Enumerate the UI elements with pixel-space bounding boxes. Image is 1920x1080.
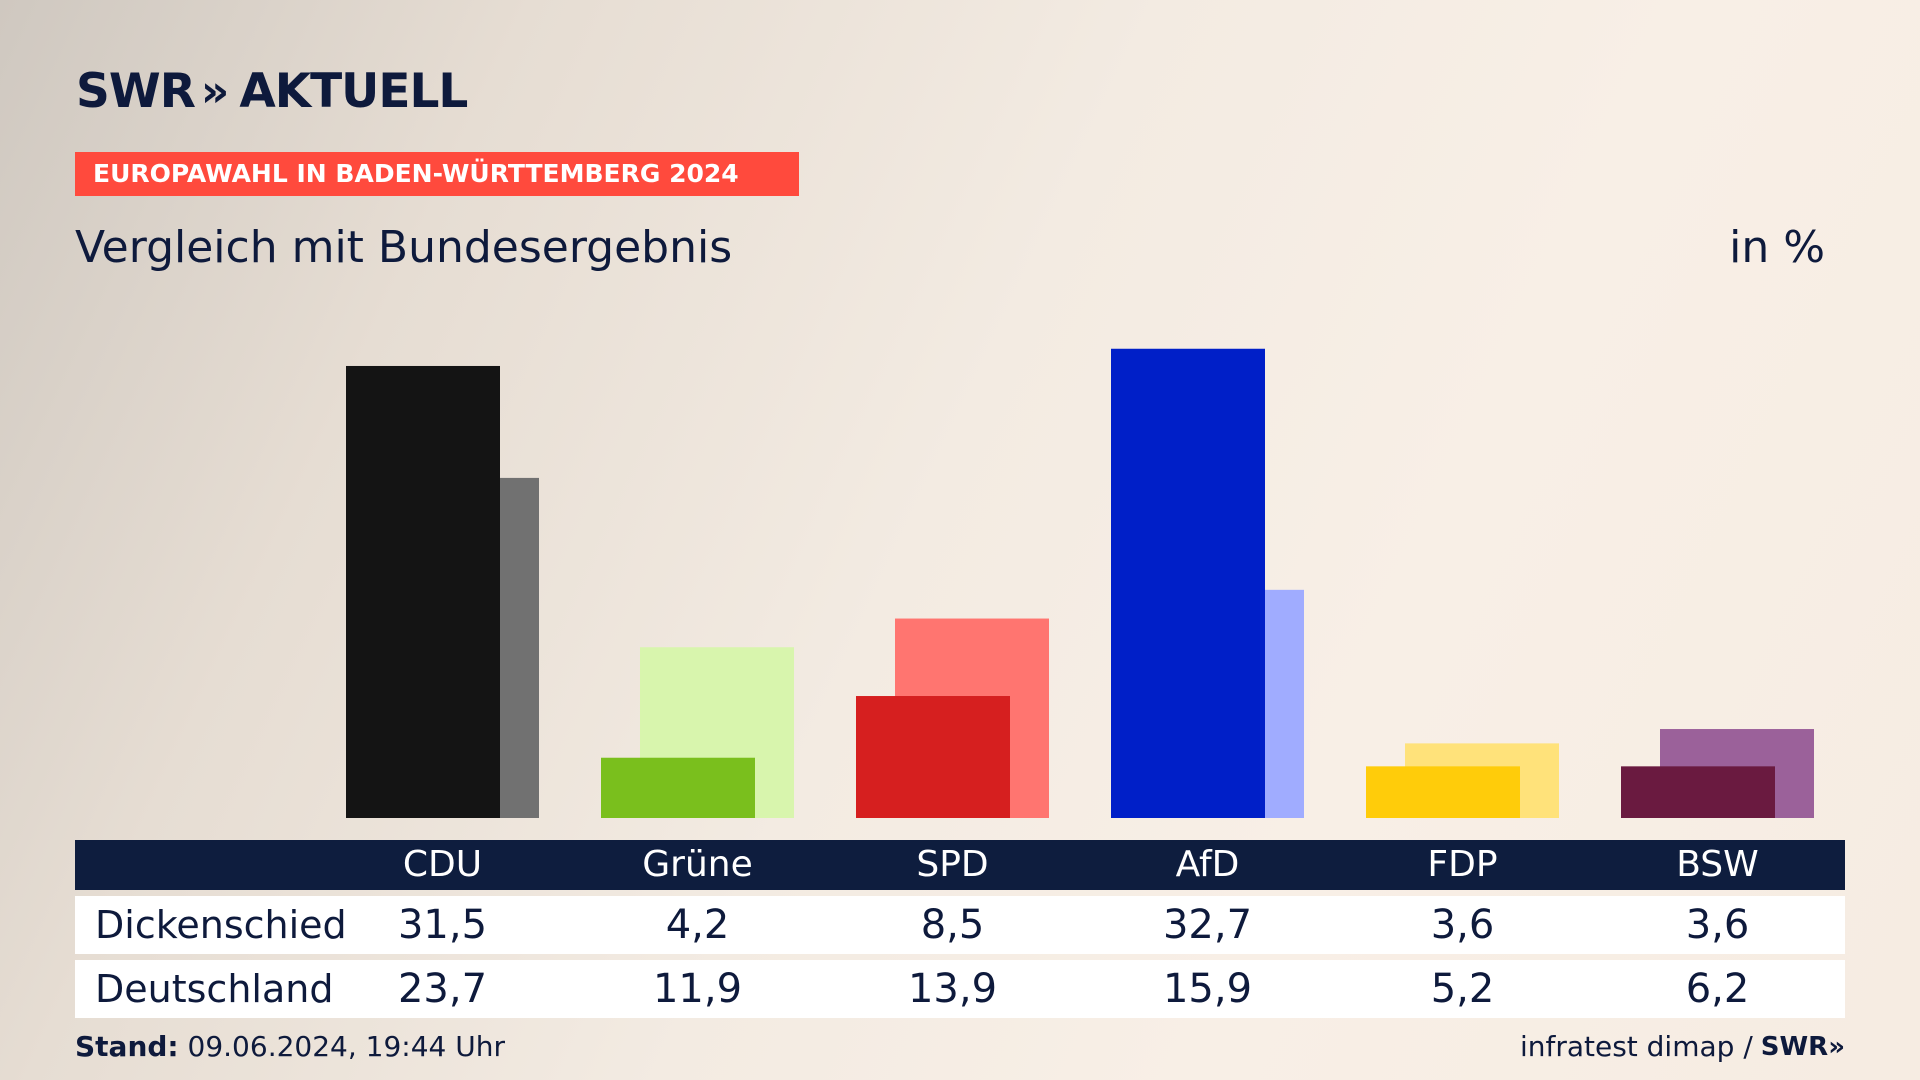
value-cell: 3,6	[1430, 902, 1495, 948]
value-cell: 31,5	[397, 902, 488, 948]
row-label: Deutschland	[95, 967, 334, 1011]
value-cell: 6,2	[1685, 966, 1750, 1012]
party-header: Grüne	[642, 844, 753, 885]
stand-value: 09.06.2024, 19:44 Uhr	[187, 1030, 505, 1063]
source-credit: infratest dimap / SWR»	[1520, 1030, 1845, 1063]
swr-aktuell-logo: SWR » AKTUELL	[76, 64, 468, 119]
bar-dickenschied-4	[1366, 766, 1520, 818]
bar-dickenschied-2	[856, 696, 1010, 818]
value-cell: 11,9	[652, 966, 743, 1012]
party-header: FDP	[1427, 844, 1498, 885]
value-cell: 8,5	[920, 902, 985, 948]
row-label: Dickenschied	[95, 903, 347, 947]
bar-dickenschied-0	[346, 365, 500, 818]
party-header: SPD	[916, 844, 989, 885]
value-cell: 3,6	[1685, 902, 1750, 948]
party-header: BSW	[1676, 844, 1759, 885]
value-cell: 4,2	[665, 902, 730, 948]
election-banner: EUROPAWAHL IN BADEN-WÜRTTEMBERG 2024	[75, 152, 799, 196]
value-cell: 23,7	[397, 966, 488, 1012]
bar-chart	[346, 348, 1814, 818]
value-cell: 32,7	[1162, 902, 1253, 948]
results-table: CDU Grüne SPD AfD FDP BSW Dickenschied 31,5 4,…	[75, 840, 1845, 1018]
unit-label: in %	[1729, 222, 1825, 273]
value-cell: 5,2	[1430, 966, 1495, 1012]
table-row: Deutschland 23,7 11,9 13,9 15,9 5,2 6,2	[75, 960, 1845, 1018]
stand-label: Stand:	[75, 1030, 179, 1063]
logo-product: AKTUELL	[239, 64, 468, 119]
chart-subtitle: Vergleich mit Bundesergebnis	[75, 222, 733, 273]
source-text: infratest dimap /	[1519, 1030, 1753, 1063]
bar-dickenschied-3	[1111, 348, 1265, 818]
bar-dickenschied-5	[1621, 766, 1775, 818]
bar-dickenschied-1	[601, 757, 755, 818]
table-header: CDU Grüne SPD AfD FDP BSW	[75, 840, 1845, 890]
logo-brand: SWR	[76, 64, 196, 119]
party-header: CDU	[402, 844, 483, 885]
party-header: AfD	[1175, 844, 1240, 885]
value-cell: 15,9	[1162, 966, 1253, 1012]
timestamp: Stand: 09.06.2024, 19:44 Uhr	[75, 1030, 505, 1063]
table-row: Dickenschied 31,5 4,2 8,5 32,7 3,6 3,6	[75, 896, 1845, 954]
swr-mini-logo: SWR»	[1760, 1031, 1845, 1062]
value-cell: 13,9	[907, 966, 998, 1012]
